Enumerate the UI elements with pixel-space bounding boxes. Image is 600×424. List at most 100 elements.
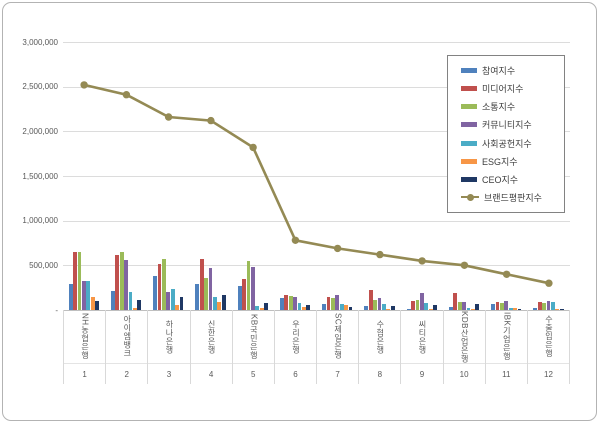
plot-area bbox=[63, 42, 570, 311]
category-number: 8 bbox=[377, 369, 383, 379]
category-cell: KB국민은행 5 bbox=[232, 310, 275, 384]
bar-series-7 bbox=[517, 308, 522, 310]
bar-series-4 bbox=[124, 260, 128, 310]
legend-item: 커뮤니티지수 bbox=[461, 118, 564, 131]
category-name-text: SC제일은행 bbox=[333, 313, 343, 360]
category-number: 11 bbox=[502, 369, 511, 379]
category-name-text: IBK기업은행 bbox=[502, 312, 512, 361]
bar-series-1 bbox=[110, 290, 115, 310]
legend-label: 커뮤니티지수 bbox=[482, 120, 532, 131]
bar-series-3 bbox=[246, 260, 251, 310]
category-cell: 씨티은행 9 bbox=[401, 310, 444, 384]
bar-series-6 bbox=[386, 309, 391, 310]
bar-series-4 bbox=[462, 302, 466, 310]
bar-series-2 bbox=[284, 295, 289, 310]
legend-label: 미디어지수 bbox=[482, 84, 524, 95]
category-name: KB국민은행 bbox=[232, 310, 274, 364]
bar-series-2 bbox=[115, 255, 120, 310]
bar-series-1 bbox=[533, 308, 538, 310]
legend-color-swatch bbox=[461, 176, 477, 182]
bar-series-2 bbox=[73, 251, 77, 310]
bar-series-1 bbox=[491, 303, 496, 310]
category-name-text: 수협은행 bbox=[375, 319, 385, 354]
category-number: 1 bbox=[82, 369, 87, 379]
category-cell: IBK기업은행 11 bbox=[485, 310, 528, 384]
category-name-text: NH농협은행 bbox=[80, 313, 90, 360]
bar-series-6 bbox=[217, 301, 222, 310]
line-point-marker bbox=[80, 81, 88, 89]
category-number: 9 bbox=[419, 369, 425, 379]
bar-series-2 bbox=[157, 264, 162, 310]
bar-series-4 bbox=[335, 294, 340, 310]
bar-series-7 bbox=[95, 300, 99, 310]
bar-series-1 bbox=[364, 305, 369, 310]
bar-series-3 bbox=[288, 296, 293, 310]
category-cell: 하나은행 3 bbox=[148, 310, 191, 384]
category-name-text: KDB산업은행 bbox=[460, 310, 470, 363]
category-name-text: 수출입은행 bbox=[544, 315, 554, 358]
line-point-marker bbox=[333, 244, 342, 253]
line-series bbox=[80, 81, 553, 287]
bar-series-6 bbox=[344, 304, 349, 310]
bar-series-1 bbox=[279, 298, 284, 310]
gridline bbox=[63, 86, 570, 88]
line-point-marker bbox=[502, 270, 511, 278]
bar-series-5 bbox=[382, 303, 386, 310]
bar-series-3 bbox=[119, 251, 124, 310]
category-number: 7 bbox=[335, 369, 340, 379]
bar-series-6 bbox=[175, 304, 180, 310]
bar-series-6 bbox=[132, 307, 137, 310]
category-name: 하나은행 bbox=[148, 310, 190, 364]
legend-label: CEO지수 bbox=[482, 174, 519, 185]
category-name-text: 우리은행 bbox=[291, 319, 301, 354]
category-name-text: 하나은행 bbox=[164, 319, 174, 354]
category-number: 12 bbox=[544, 369, 553, 379]
bar-series-6 bbox=[301, 306, 306, 310]
category-name: SC제일은행 bbox=[317, 310, 359, 364]
bar-series-5 bbox=[170, 289, 175, 310]
bar-series-4 bbox=[81, 280, 86, 310]
bar-series-2 bbox=[411, 300, 415, 310]
category-name: IBK기업은행 bbox=[485, 310, 527, 364]
bar-series-4 bbox=[504, 301, 509, 310]
y-axis-tick-label: - bbox=[55, 305, 58, 315]
category-name: 신한은행 bbox=[190, 310, 232, 364]
line-point-marker bbox=[291, 236, 300, 244]
category-name-text: 씨티은행 bbox=[417, 319, 427, 354]
legend: 참여지수 미디어지수 소통지수 커뮤니티지수 사회공헌지수 ESG지수 CEO지수 브랜드평판… bbox=[447, 55, 565, 213]
bar-series-5 bbox=[339, 303, 344, 310]
bar-series-3 bbox=[415, 299, 420, 310]
bar-series-4 bbox=[166, 291, 171, 310]
bar-series-6 bbox=[90, 296, 95, 310]
category-cell: 수협은행 8 bbox=[359, 310, 402, 384]
bar-series-3 bbox=[373, 300, 378, 310]
legend-item: 참여지수 bbox=[461, 64, 564, 77]
category-number: 2 bbox=[124, 369, 129, 379]
gridline bbox=[63, 176, 570, 177]
y-axis-tick-label: 2,500,000 bbox=[22, 82, 58, 92]
category-cell: 신한은행 4 bbox=[190, 310, 233, 384]
legend-item: CEO지수 bbox=[461, 173, 564, 186]
line-point-marker bbox=[122, 91, 131, 99]
bar-series-1 bbox=[406, 308, 411, 310]
bar-series-4 bbox=[419, 293, 424, 310]
bar-series-2 bbox=[326, 296, 331, 310]
bar-series-5 bbox=[466, 308, 471, 310]
category-cell: 우리은행 6 bbox=[274, 310, 318, 384]
legend-item: 사회공헌지수 bbox=[461, 137, 564, 150]
gridline bbox=[63, 220, 570, 222]
bar-series-2 bbox=[199, 258, 204, 310]
legend-line-swatch-dot bbox=[466, 193, 474, 201]
bar-series-6 bbox=[259, 308, 264, 310]
bar-series-3 bbox=[500, 302, 504, 310]
bar-series-7 bbox=[264, 302, 268, 310]
legend-label: 소통지수 bbox=[482, 102, 516, 113]
bar-series-4 bbox=[250, 266, 255, 310]
bar-series-5 bbox=[424, 303, 429, 310]
bar-series-5 bbox=[508, 307, 513, 310]
category-name: NH농협은행 bbox=[64, 310, 106, 364]
category-cell: NH농협은행 1 bbox=[64, 310, 107, 384]
bar-series-5 bbox=[551, 301, 555, 310]
bar-series-3 bbox=[162, 258, 166, 310]
bar-series-1 bbox=[322, 304, 327, 310]
